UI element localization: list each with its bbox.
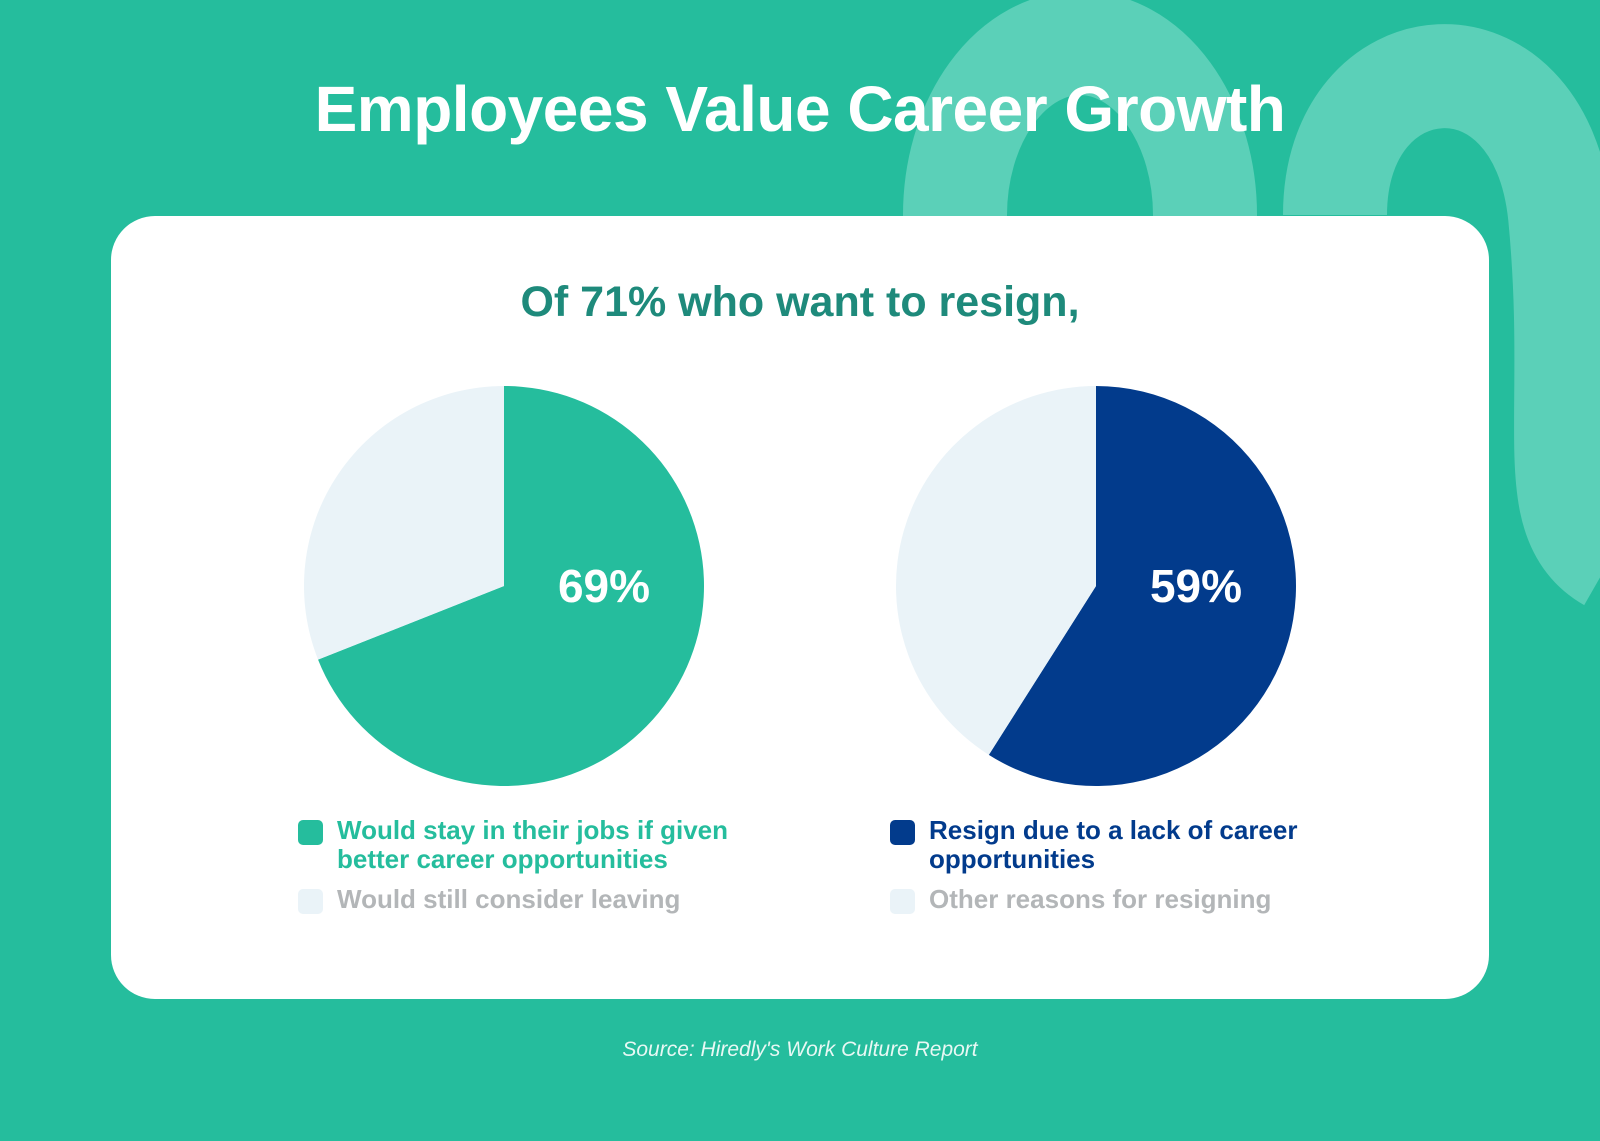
pie-value-label: 59% (1150, 560, 1242, 612)
legend-item: Would stay in their jobs if given better… (298, 816, 758, 874)
pie-value-label: 69% (558, 560, 650, 612)
pie-slice (304, 385, 504, 660)
legend-label: Would still consider leaving (337, 884, 681, 914)
pie-chart-career-stay: 69% (304, 385, 704, 786)
legend-label: Other reasons for resigning (929, 884, 1272, 914)
pie-slice (318, 386, 704, 786)
source-note: Source: Hiredly's Work Culture Report (622, 1038, 978, 1061)
legend-career-stay: Would stay in their jobs if given better… (298, 816, 758, 914)
chart-subtitle: Of 71% who want to resign, (520, 278, 1080, 326)
legend-label: Resign due to a lack of career opportuni… (929, 815, 1298, 874)
pie-slice (895, 386, 1096, 755)
legend-swatch (298, 889, 323, 914)
pie-chart-resign-reason: 59% (895, 386, 1296, 786)
legend-item: Resign due to a lack of career opportuni… (890, 816, 1350, 874)
legend-swatch (298, 820, 323, 845)
legend-swatch (890, 820, 915, 845)
legend-item: Other reasons for resigning (890, 885, 1350, 914)
chart-card: Of 71% who want to resign, 69% 59% Would… (111, 216, 1489, 999)
pie-slice (988, 386, 1296, 786)
legend-resign-reason: Resign due to a lack of career opportuni… (890, 816, 1350, 914)
legend-item: Would still consider leaving (298, 885, 758, 914)
page-title: Employees Value Career Growth (314, 73, 1286, 145)
pie-charts: 69% 59% (304, 385, 1296, 786)
legend-swatch (890, 889, 915, 914)
legend-label: Would stay in their jobs if given better… (337, 815, 729, 874)
